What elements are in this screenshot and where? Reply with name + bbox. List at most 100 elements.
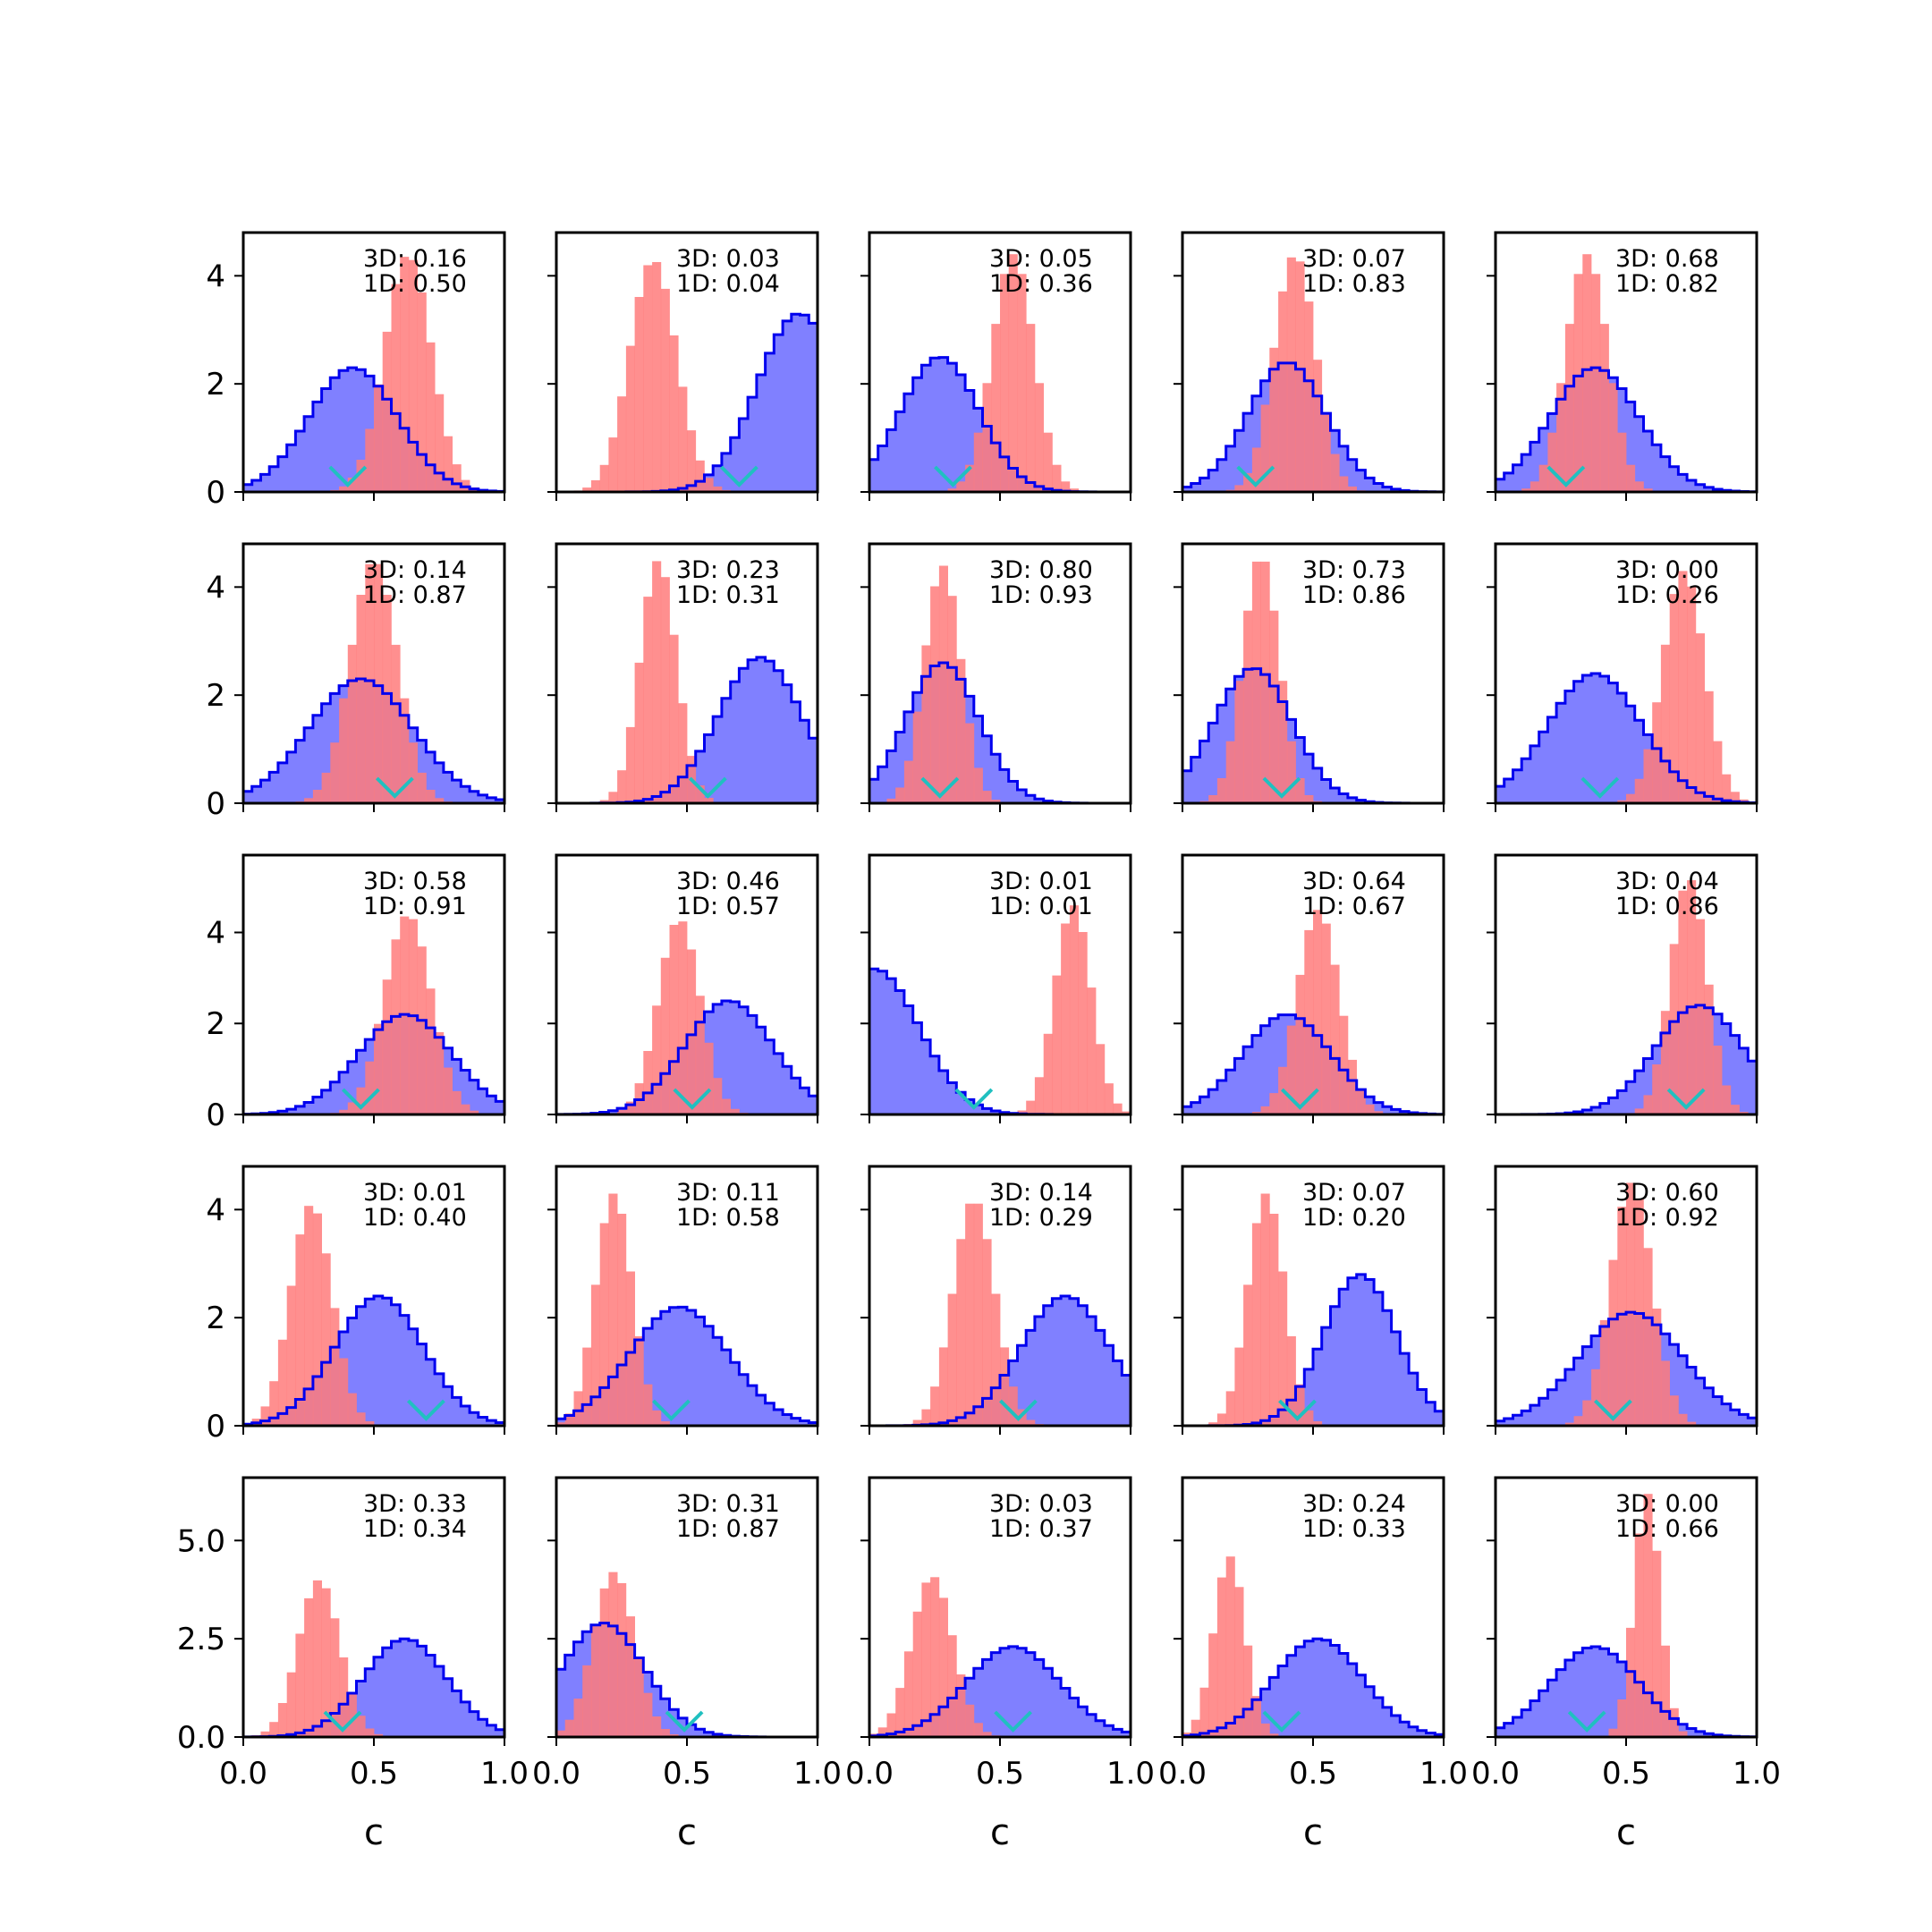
red-histogram-bar	[286, 1672, 296, 1737]
x-tick-label: 0.0	[1471, 1756, 1520, 1792]
red-histogram-bar	[1339, 1015, 1349, 1114]
x-tick-label: 0.5	[976, 1756, 1024, 1792]
panel-plot-area	[243, 916, 504, 1114]
red-histogram-bar	[608, 437, 618, 492]
red-histogram-bar	[660, 577, 670, 803]
red-histogram-bar	[634, 297, 644, 492]
red-histogram-bar	[652, 561, 662, 803]
x-axis-label: c	[1616, 1812, 1636, 1853]
red-histogram-bar	[1017, 1409, 1027, 1426]
red-histogram-bar	[1061, 481, 1071, 492]
red-histogram-bar	[634, 662, 644, 803]
red-histogram-bar	[573, 1391, 583, 1426]
red-histogram-bar	[1582, 1400, 1592, 1426]
red-histogram-bar	[634, 1657, 644, 1737]
red-histogram-bar	[1626, 1182, 1636, 1426]
stat-3d-label: 3D: 0.03	[989, 1490, 1093, 1518]
red-histogram-bar	[1339, 476, 1349, 492]
red-histogram-bar	[903, 1651, 913, 1737]
red-histogram-bar	[625, 1616, 635, 1737]
red-histogram-bar	[1660, 644, 1670, 803]
red-histogram-bar	[687, 430, 697, 492]
red-histogram-bar	[330, 1308, 340, 1426]
stat-3d-label: 3D: 0.00	[1615, 556, 1719, 584]
red-histogram-bar	[1017, 274, 1027, 492]
red-histogram-bar	[1626, 1627, 1636, 1737]
red-histogram-bar	[1295, 974, 1305, 1114]
stat-1d-label: 1D: 0.83	[1302, 270, 1406, 298]
red-histogram-bar	[330, 742, 340, 803]
stat-1d-label: 1D: 0.37	[989, 1515, 1093, 1543]
red-histogram-bar	[912, 1419, 922, 1426]
red-histogram-bar	[973, 1723, 983, 1737]
red-histogram-bar	[1216, 778, 1226, 803]
red-histogram-bar	[617, 1214, 627, 1426]
red-histogram-bar	[1643, 749, 1653, 803]
red-histogram-bar	[1286, 1335, 1296, 1426]
red-histogram-bar	[1008, 1386, 1018, 1426]
red-histogram-bar	[912, 1611, 922, 1737]
red-histogram-bar	[956, 1674, 966, 1737]
blue-histogram-fill	[869, 357, 1131, 492]
red-histogram-bar	[347, 1393, 357, 1426]
red-histogram-bar	[435, 394, 445, 492]
red-histogram-bar	[695, 996, 705, 1114]
red-histogram-bar	[564, 1719, 574, 1737]
red-histogram-bar	[408, 742, 418, 803]
red-histogram-bar	[608, 1572, 618, 1737]
panel-plot-area	[1182, 910, 1444, 1114]
stat-3d-label: 3D: 0.14	[989, 1179, 1093, 1207]
red-histogram-bar	[643, 1051, 653, 1114]
red-histogram-bar	[1617, 1207, 1627, 1426]
stat-1d-label: 1D: 0.93	[989, 581, 1093, 609]
red-histogram-bar	[400, 257, 410, 492]
blue-histogram-outline	[1182, 361, 1444, 492]
red-histogram-bar	[1208, 1633, 1218, 1737]
red-histogram-bar	[590, 1624, 600, 1737]
x-tick-label: 1.0	[1733, 1756, 1781, 1792]
red-histogram-bar	[1687, 586, 1697, 803]
red-histogram-bar	[1304, 301, 1314, 492]
stat-3d-label: 3D: 0.05	[989, 245, 1093, 273]
red-histogram-bar	[1199, 1687, 1209, 1737]
red-histogram-bar	[417, 946, 427, 1114]
red-histogram-bar	[1234, 1587, 1244, 1737]
red-histogram-bar	[339, 486, 349, 492]
blue-histogram-outline	[869, 1645, 1131, 1737]
marker-v	[673, 1088, 712, 1110]
blue-histogram-outline	[1496, 366, 1757, 492]
red-histogram-bar	[1704, 984, 1714, 1114]
red-histogram-bar	[1634, 1108, 1644, 1114]
red-histogram-bar	[687, 949, 697, 1114]
stat-1d-label: 1D: 0.20	[1302, 1204, 1406, 1232]
stat-1d-label: 1D: 0.86	[1615, 893, 1719, 920]
stat-1d-label: 1D: 0.66	[1615, 1515, 1719, 1543]
red-histogram-bar	[930, 586, 940, 803]
marker-v	[341, 1088, 380, 1110]
red-histogram-bar	[1608, 1259, 1618, 1426]
blue-histogram-fill	[556, 657, 818, 803]
red-histogram-bar	[295, 1234, 305, 1426]
blue-histogram-outline	[1182, 1637, 1444, 1737]
panel-plot-area	[243, 1206, 504, 1426]
x-axis-label: c	[364, 1812, 384, 1853]
red-histogram-bar	[947, 596, 957, 803]
red-histogram-bar	[1356, 1089, 1366, 1114]
red-histogram-bar	[1278, 291, 1288, 492]
red-histogram-bar	[1573, 1416, 1583, 1426]
red-histogram-bar	[1669, 1395, 1679, 1426]
stat-1d-label: 1D: 0.87	[676, 1515, 780, 1543]
red-histogram-bar	[660, 957, 670, 1114]
stat-3d-label: 3D: 0.01	[989, 868, 1093, 895]
red-histogram-bar	[965, 1203, 975, 1426]
stat-3d-label: 3D: 0.73	[1302, 556, 1406, 584]
red-histogram-bar	[608, 792, 618, 803]
red-histogram-bar	[695, 460, 705, 492]
stat-1d-label: 1D: 0.04	[676, 270, 780, 298]
